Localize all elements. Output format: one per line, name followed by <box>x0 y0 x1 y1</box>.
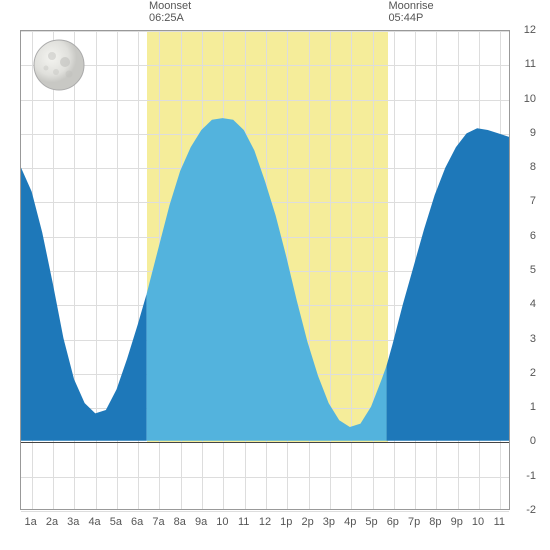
plot-area <box>20 30 510 510</box>
x-tick-label: 9p <box>451 516 463 528</box>
x-tick-label: 7a <box>152 516 164 528</box>
x-tick-label: 10 <box>472 516 484 528</box>
y-tick-label: 3 <box>530 333 536 345</box>
tide-area <box>21 31 509 509</box>
moon-phase-icon <box>32 38 86 92</box>
y-tick-label: 1 <box>530 401 536 413</box>
moonset-title: Moonset <box>149 0 191 12</box>
y-tick-label: 0 <box>530 435 536 447</box>
y-tick-label: -2 <box>526 504 536 516</box>
moonset-label: Moonset06:25A <box>149 0 191 24</box>
moonset-time: 06:25A <box>149 12 191 24</box>
x-tick-label: 4a <box>88 516 100 528</box>
x-tick-label: 4p <box>344 516 356 528</box>
x-tick-label: 5a <box>110 516 122 528</box>
y-tick-label: 8 <box>530 161 536 173</box>
tide-day <box>147 118 387 441</box>
x-tick-label: 7p <box>408 516 420 528</box>
x-tick-label: 2p <box>301 516 313 528</box>
x-tick-label: 6p <box>387 516 399 528</box>
y-tick-label: -1 <box>526 470 536 482</box>
x-tick-label: 10 <box>216 516 228 528</box>
y-tick-label: 11 <box>525 58 536 70</box>
tide-chart: 1a2a3a4a5a6a7a8a9a1011121p2p3p4p5p6p7p8p… <box>0 0 550 550</box>
x-tick-label: 1a <box>25 516 37 528</box>
grid-h <box>21 511 509 512</box>
moonrise-label: Moonrise05:44P <box>388 0 433 24</box>
tide-night-1 <box>21 168 147 441</box>
x-tick-label: 3p <box>323 516 335 528</box>
tide-night-2 <box>387 128 509 440</box>
y-tick-label: 10 <box>524 93 536 105</box>
x-tick-label: 11 <box>238 516 249 528</box>
x-tick-label: 6a <box>131 516 143 528</box>
y-tick-label: 7 <box>530 195 536 207</box>
x-tick-label: 2a <box>46 516 58 528</box>
x-tick-label: 8p <box>429 516 441 528</box>
y-tick-label: 9 <box>530 127 536 139</box>
y-tick-label: 5 <box>530 264 536 276</box>
x-tick-label: 12 <box>259 516 271 528</box>
x-tick-label: 9a <box>195 516 207 528</box>
y-tick-label: 6 <box>530 230 536 242</box>
x-tick-label: 11 <box>494 516 505 528</box>
y-tick-label: 4 <box>530 298 536 310</box>
x-tick-label: 1p <box>280 516 292 528</box>
x-tick-label: 5p <box>365 516 377 528</box>
x-tick-label: 8a <box>174 516 186 528</box>
moonrise-time: 05:44P <box>388 12 433 24</box>
y-tick-label: 2 <box>530 367 536 379</box>
x-tick-label: 3a <box>67 516 79 528</box>
moonrise-title: Moonrise <box>388 0 433 12</box>
y-tick-label: 12 <box>524 24 536 36</box>
